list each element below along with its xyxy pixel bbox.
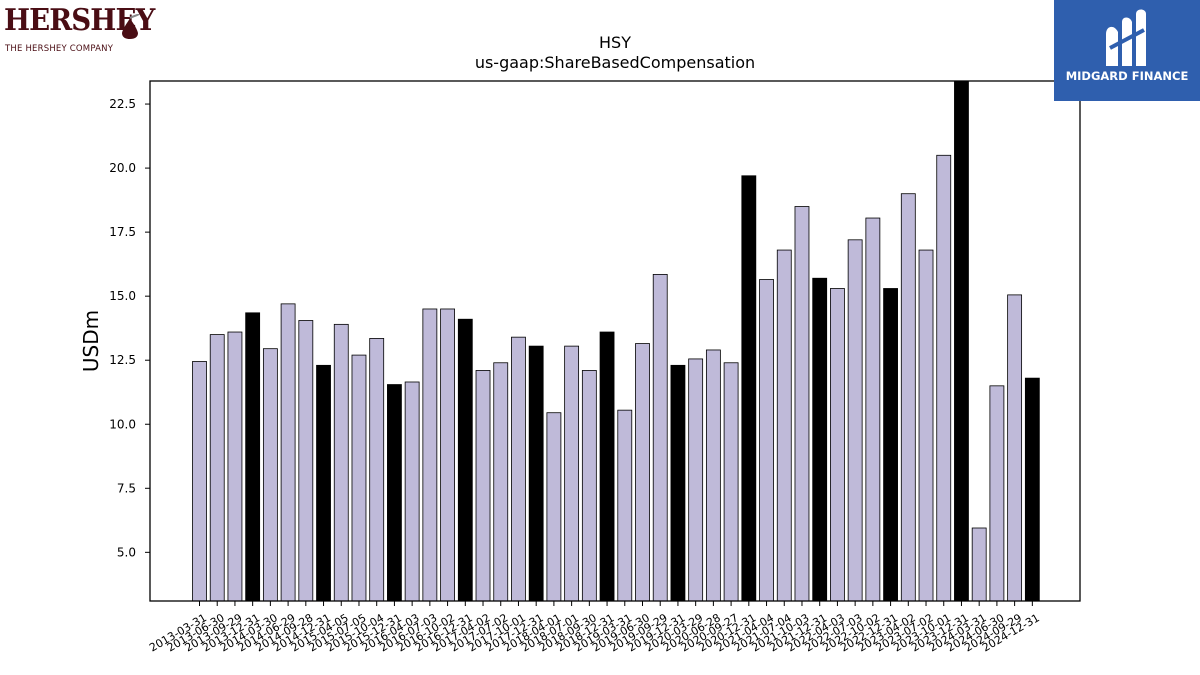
y-tick-label: 17.5 — [109, 225, 136, 239]
bar-2017-10-01 — [511, 336, 526, 602]
bar-2015-12-31 — [387, 384, 402, 602]
bar-2018-12-31 — [599, 331, 615, 602]
bar-2020-09-27 — [723, 362, 739, 602]
bar-2023-07-02 — [918, 249, 934, 602]
bar-2022-04-03 — [830, 288, 845, 602]
bar-2024-12-31 — [1024, 377, 1040, 602]
bar-2013-03-31 — [192, 361, 207, 602]
bar-2014-09-28 — [298, 320, 314, 602]
bar-2023-04-02 — [900, 193, 916, 602]
chart-subtitle: us-gaap:ShareBasedCompensation — [475, 53, 755, 72]
bar-2022-07-03 — [847, 239, 863, 602]
bar-2015-04-05 — [333, 323, 349, 602]
hershey-logo-tagline: THE HERSHEY COMPANY — [5, 44, 114, 54]
bar-2022-12-31 — [883, 288, 898, 602]
bar-2018-04-01 — [546, 412, 562, 602]
bar-2014-12-31 — [316, 364, 331, 602]
bar-2020-03-29 — [688, 358, 704, 602]
x-axis: 2013-03-312013-06-302013-09-292013-12-31… — [147, 601, 1042, 654]
bar-2016-07-03 — [422, 308, 438, 602]
bar-2023-12-31 — [954, 80, 969, 602]
bar-2021-07-04 — [776, 249, 792, 602]
bar-2014-03-30 — [262, 348, 278, 602]
y-axis-label: USDm — [79, 310, 103, 372]
y-tick-label: 20.0 — [109, 161, 136, 175]
y-axis: 5.0 7.5 10.0 12.5 15.0 17.5 20.0 22.5 — [109, 97, 150, 559]
y-tick-label: 7.5 — [117, 481, 136, 495]
y-tick-label: 22.5 — [109, 97, 136, 111]
plot-frame — [149, 80, 1081, 602]
midgard-finance-logo: MIDGARD FINANCE — [1054, 0, 1200, 101]
bar-2024-09-29 — [1007, 294, 1023, 602]
y-tick-label: 15.0 — [109, 289, 136, 303]
bar-series — [192, 80, 1040, 602]
bar-2016-12-31 — [457, 318, 473, 602]
midgard-finance-name: MIDGARD FINANCE — [1065, 69, 1189, 83]
bar-2019-09-29 — [652, 273, 668, 602]
y-tick-label: 10.0 — [109, 417, 136, 431]
bar-2017-07-02 — [493, 362, 509, 602]
bar-2017-12-31 — [528, 345, 544, 602]
bar-2021-04-04 — [759, 279, 774, 602]
bar-2019-12-31 — [670, 364, 686, 602]
bar-2015-10-04 — [369, 338, 385, 602]
bar-2022-10-02 — [865, 217, 881, 602]
y-tick-label: 5.0 — [117, 545, 136, 559]
bar-2017-04-02 — [475, 370, 491, 602]
hershey-logo: HERSHEY THE HERSHEY COMPANY — [4, 4, 155, 56]
bar-2021-10-03 — [794, 206, 810, 602]
chart-title: HSY — [599, 33, 631, 52]
kiss-icon — [122, 14, 140, 39]
bar-2016-04-03 — [404, 381, 420, 602]
bar-2019-06-30 — [635, 343, 650, 602]
bar-2018-07-01 — [564, 345, 580, 602]
midgard-mark-icon — [1106, 9, 1146, 66]
bar-2013-06-30 — [209, 334, 225, 602]
bar-2024-03-31 — [971, 527, 987, 602]
bar-2014-06-29 — [280, 303, 296, 602]
bar-2018-09-30 — [581, 370, 597, 602]
bar-2020-12-31 — [741, 175, 757, 602]
bar-2024-06-30 — [989, 385, 1005, 602]
bar-2013-12-31 — [245, 312, 261, 602]
bar-2013-09-29 — [227, 331, 243, 602]
bar-2023-10-01 — [936, 154, 952, 602]
bar-2016-10-02 — [440, 308, 455, 602]
bar-2020-06-28 — [705, 349, 721, 602]
bar-2021-12-31 — [812, 277, 828, 602]
y-tick-label: 12.5 — [109, 353, 136, 367]
bar-2015-07-05 — [351, 354, 367, 602]
bar-2019-03-31 — [617, 409, 633, 602]
